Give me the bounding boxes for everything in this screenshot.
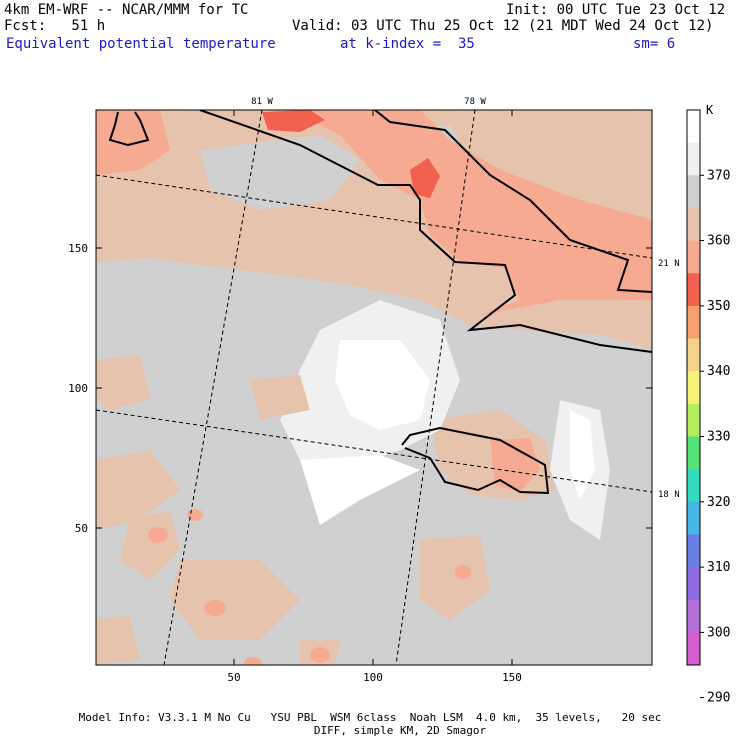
colorbar-level-label: 350	[707, 299, 730, 314]
y-tick-label: 150	[68, 242, 88, 255]
field-salmon-cell	[148, 527, 168, 543]
colorbar-level-label: 300	[707, 625, 730, 640]
colorbar-swatch	[687, 338, 700, 372]
colorbar-swatch	[687, 110, 700, 144]
field-red-cell	[262, 110, 325, 132]
level-info: at k-index = 35	[340, 36, 475, 52]
meridian-78w	[395, 110, 476, 665]
colorbar-level-label: 370	[707, 168, 730, 183]
init-time: Init: 00 UTC Tue 23 Oct 12	[506, 2, 726, 18]
field-salmon-cell	[204, 600, 226, 616]
field-white-east	[570, 410, 595, 500]
parallel-18n	[96, 409, 652, 493]
colorbar-level-label: 320	[707, 495, 730, 510]
graticule	[96, 110, 652, 665]
colorbar-level-label: 360	[707, 234, 730, 249]
coastline-northwest	[108, 111, 150, 147]
colorbar-swatch	[687, 632, 700, 666]
colorbar-swatch	[687, 175, 700, 209]
valid-time: Valid: 03 UTC Thu 25 Oct 12 (21 MDT Wed …	[292, 18, 714, 34]
colorbar-swatch	[687, 534, 700, 568]
coastlines	[108, 110, 652, 495]
colorbar-level-label: 340	[707, 364, 730, 379]
field-tan-cell	[96, 615, 140, 665]
field-tan-cell	[420, 535, 490, 620]
colorbar-swatch	[687, 273, 700, 307]
smoothing-info: sm= 6	[633, 36, 676, 52]
field-tan-cell	[120, 510, 180, 580]
colorbar-swatch	[687, 142, 700, 176]
theta-e-field	[96, 110, 652, 665]
meridian-81w	[163, 110, 263, 665]
model-title: 4km EM-WRF -- NCAR/MMM for TC	[4, 2, 249, 18]
colorbar-level-label: 290	[707, 691, 730, 706]
colorbar-swatch	[687, 599, 700, 633]
colorbar-frame	[686, 109, 701, 666]
field-white-tail	[300, 455, 420, 525]
field-white-core	[335, 340, 430, 430]
field-red-cell	[410, 158, 440, 198]
y-tick-label: 50	[75, 522, 88, 535]
axis-ticks	[96, 110, 652, 665]
model-info-line2: DIFF, simple KM, 2D Smagor	[313, 724, 487, 737]
field-salmon-cell	[455, 565, 471, 579]
colorbar-swatch	[687, 501, 700, 535]
coastline-north-shore	[374, 110, 652, 293]
x-tick-label: 100	[363, 671, 383, 684]
colorbar-swatch	[687, 305, 700, 340]
forecast-hour: Fcst: 51 h	[4, 18, 106, 34]
lon-label: 78 W	[464, 97, 486, 107]
y-tick-label: 100	[68, 382, 88, 395]
colorbar-swatch	[687, 403, 700, 437]
coastline-cuba	[199, 110, 652, 353]
lat-label: 18 N	[658, 490, 680, 500]
colorbar-swatch	[687, 371, 700, 405]
colorbar-level-label: 310	[707, 560, 730, 575]
field-gray-patch	[200, 135, 360, 210]
colorbar-swatch	[687, 207, 700, 242]
x-tick-label: 50	[227, 671, 240, 684]
coastline-island	[401, 426, 550, 495]
colorbar	[687, 110, 700, 666]
colorbar-unit: K	[706, 103, 714, 117]
field-salmon-cell	[310, 647, 330, 663]
model-info-line1: Model Info: V3.3.1 M No Cu YSU PBL WSM 6…	[78, 711, 662, 724]
field-salmon-cell	[244, 657, 262, 665]
field-name: Equivalent potential temperature	[6, 36, 276, 52]
field-salmon-island	[490, 438, 540, 492]
x-tick-label: 150	[502, 671, 522, 684]
field-tan-cell	[96, 355, 150, 410]
colorbar-level-label: 330	[707, 430, 730, 445]
colorbar-swatch	[687, 469, 700, 503]
colorbar-swatch	[687, 436, 700, 470]
colorbar-labels: 370360350340330320310300290280	[700, 168, 730, 706]
field-salmon-band	[96, 110, 652, 315]
lat-label: 21 N	[658, 259, 680, 269]
colorbar-swatch	[687, 567, 700, 601]
field-tan-cell	[96, 450, 180, 530]
colorbar-swatch	[687, 240, 700, 274]
parallel-21n	[96, 174, 652, 259]
field-tan-cell	[250, 375, 310, 420]
field-tan-cell	[170, 560, 300, 640]
lon-label: 81 W	[251, 97, 273, 107]
